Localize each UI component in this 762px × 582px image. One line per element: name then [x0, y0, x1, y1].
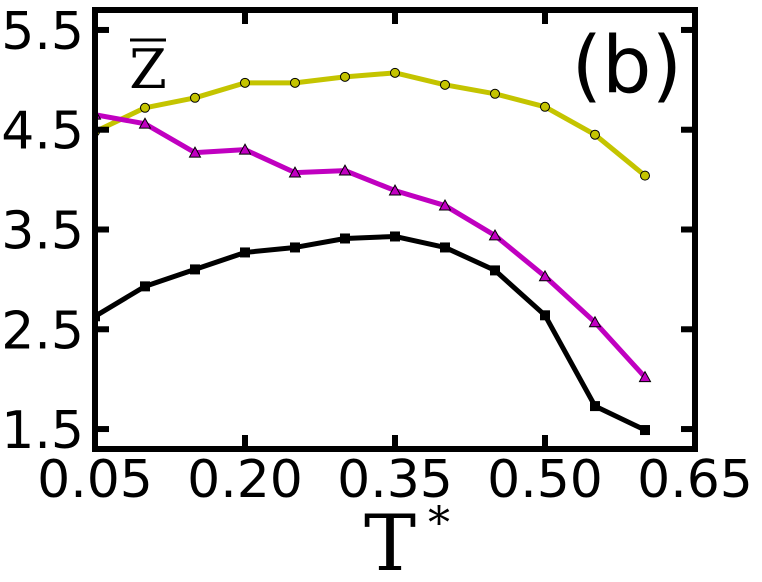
data-point	[540, 101, 550, 112]
y-tick-label: 3.5	[1, 202, 84, 262]
data-point	[190, 264, 200, 275]
data-point	[590, 129, 600, 140]
data-point	[588, 315, 602, 328]
data-point	[288, 166, 302, 178]
data-point	[240, 247, 250, 258]
data-point	[140, 281, 150, 292]
data-point	[240, 77, 250, 88]
x-axis-title-superscript: *	[428, 498, 450, 549]
data-point	[438, 199, 452, 211]
data-point	[440, 79, 450, 90]
y-tick-label: 1.5	[1, 401, 84, 461]
x-tick-label: 0.35	[337, 450, 453, 510]
y-tick-label: 5.5	[1, 2, 84, 62]
series-line	[95, 112, 647, 379]
data-point	[540, 310, 550, 321]
data-point	[388, 184, 402, 196]
data-point	[538, 269, 552, 282]
data-point	[640, 425, 650, 436]
data-point	[640, 170, 650, 181]
data-point	[340, 71, 350, 82]
data-point	[490, 88, 500, 99]
data-point	[188, 146, 202, 158]
data-point	[338, 164, 352, 176]
data-point	[490, 265, 500, 276]
x-tick-label: 0.65	[637, 450, 753, 510]
series-triangle	[95, 108, 652, 383]
x-axis-title: T	[364, 499, 416, 582]
data-point	[440, 242, 450, 253]
data-point	[390, 231, 400, 242]
data-point	[138, 117, 152, 129]
x-tick-label: 0.50	[487, 450, 603, 510]
y-tick-label: 4.5	[1, 102, 84, 162]
y-tick-label: 2.5	[1, 301, 84, 361]
data-point	[340, 233, 350, 244]
panel-label: (b)	[572, 21, 682, 111]
data-point	[290, 77, 300, 88]
tick-layer	[92, 10, 698, 449]
data-point	[190, 92, 200, 103]
data-point	[238, 143, 252, 155]
series-layer	[95, 67, 652, 436]
x-tick-label: 0.20	[187, 450, 303, 510]
data-point	[390, 67, 400, 78]
data-point	[590, 401, 600, 412]
series-circle	[95, 67, 650, 181]
data-point	[290, 242, 300, 253]
tick-label-layer: 0.05 0.20 0.35 0.50 0.65 1.5 2.5 3.5 4.5 5.5	[1, 2, 753, 510]
data-point	[140, 102, 150, 113]
series-line	[95, 233, 647, 433]
series-line	[95, 70, 647, 178]
data-point	[488, 228, 502, 241]
x-tick-label: 0.05	[37, 450, 153, 510]
y-axis-title: Z	[129, 38, 167, 101]
data-point	[638, 370, 652, 383]
series-square	[95, 231, 650, 436]
